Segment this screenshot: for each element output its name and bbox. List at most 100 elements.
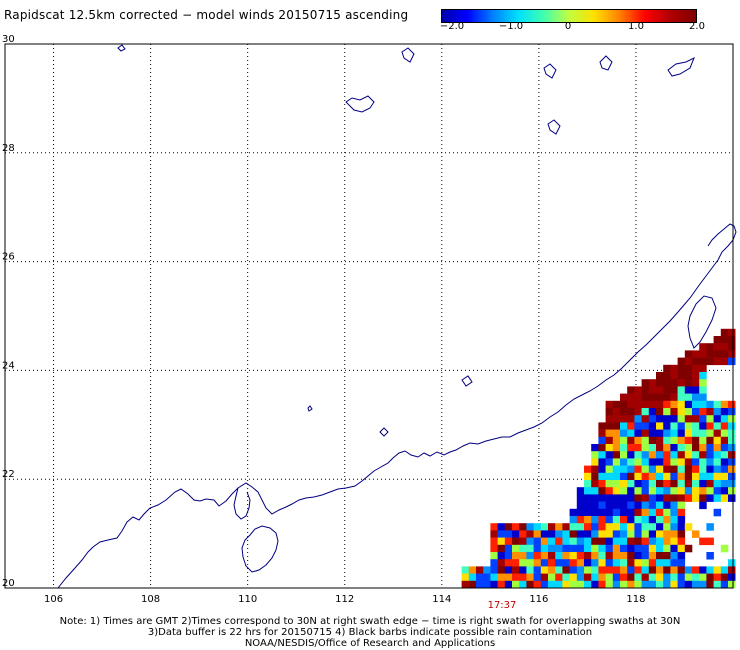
wind-cell [526, 544, 534, 553]
wind-cell [591, 465, 599, 474]
wind-cell [656, 516, 664, 524]
wind-cell [713, 415, 722, 423]
wind-cell [670, 386, 678, 394]
wind-cell [562, 573, 570, 582]
wind-cell [677, 372, 686, 380]
wind-cell [620, 508, 628, 517]
wind-cell [656, 400, 664, 409]
wind-cell [620, 451, 628, 459]
wind-cell [584, 580, 592, 589]
wind-cell [720, 480, 729, 488]
axes: 106 108 110 112 114 116 118 20 22 24 26 28 30 [2, 34, 645, 605]
wind-cell [670, 544, 678, 553]
wind-cell [663, 444, 671, 452]
wind-cell [504, 552, 513, 560]
north-coast-island-e [599, 55, 613, 71]
wind-cell [555, 537, 563, 546]
wind-cell [713, 422, 722, 430]
wind-cell [692, 379, 700, 387]
wind-cell [569, 552, 578, 560]
wind-cell [706, 408, 714, 416]
wind-cell [656, 544, 664, 553]
wind-cell [663, 573, 671, 582]
wind-cell [706, 415, 714, 423]
wind-cell [598, 494, 606, 502]
wind-cell [728, 400, 736, 409]
wind-cell [620, 516, 628, 524]
wind-cell [684, 487, 693, 495]
wind-cell [699, 451, 707, 459]
wind-cell [627, 400, 635, 409]
wind-cell [684, 480, 693, 488]
wind-cell [713, 472, 722, 481]
wind-cell [706, 523, 714, 531]
wind-cell [576, 487, 585, 495]
wind-cell [706, 537, 714, 546]
wind-cell [663, 552, 671, 560]
wind-cell [627, 501, 635, 510]
wind-cell [699, 465, 707, 474]
wind-cell [648, 494, 657, 502]
wind-cell [648, 408, 657, 416]
wind-cell [670, 559, 678, 567]
wind-cell [728, 487, 736, 495]
wind-cell [720, 357, 729, 366]
wind-cell [627, 530, 635, 538]
wind-cell [692, 458, 700, 466]
wind-cell [591, 552, 599, 560]
wind-cell [641, 400, 650, 409]
wind-cell [692, 472, 700, 481]
wind-cell [519, 566, 527, 574]
wind-cell [634, 444, 642, 452]
wind-cell [677, 386, 686, 394]
wind-cell [684, 372, 693, 380]
wind-cell [634, 458, 642, 466]
wind-cell [677, 501, 686, 510]
wind-cell [598, 458, 606, 466]
wind-cell [584, 501, 592, 510]
wind-cell [663, 487, 671, 495]
wind-cell [706, 566, 714, 574]
wind-cell [699, 472, 707, 481]
wind-cell [627, 451, 635, 459]
wind-cell [684, 415, 693, 423]
wind-cell [641, 487, 650, 495]
wind-cell [663, 530, 671, 538]
wind-cell [627, 393, 635, 402]
wind-cell [728, 408, 736, 416]
wind-cell [720, 436, 729, 445]
wind-cell [540, 530, 549, 538]
wind-cell [656, 494, 664, 502]
wind-cell [598, 487, 606, 495]
wind-cell [663, 393, 671, 402]
wind-cell [663, 400, 671, 409]
wind-cell [612, 573, 621, 582]
wind-cell [720, 422, 729, 430]
lon-tick-label: 106 [44, 594, 63, 605]
wind-cell [497, 523, 506, 531]
wind-cell [634, 408, 642, 416]
wind-cell [627, 472, 635, 481]
wind-cell [684, 386, 693, 394]
wind-cell [684, 364, 693, 373]
wind-cell [598, 508, 606, 517]
wind-cell [620, 444, 628, 452]
wind-cell [663, 523, 671, 531]
wind-cell [641, 559, 650, 567]
wind-cell [641, 580, 650, 589]
wind-cell [641, 379, 650, 387]
wind-cell [663, 372, 671, 380]
wind-cell [569, 544, 578, 553]
wind-cell [692, 364, 700, 373]
wind-cell [677, 494, 686, 502]
wind-cell [512, 559, 520, 567]
wind-cell [656, 487, 664, 495]
wind-cell [620, 537, 628, 546]
wind-cell [627, 480, 635, 488]
wind-cell [591, 458, 599, 466]
wind-cell [591, 494, 599, 502]
wind-cell [548, 523, 556, 531]
wind-cell [641, 566, 650, 574]
wind-cell [663, 458, 671, 466]
